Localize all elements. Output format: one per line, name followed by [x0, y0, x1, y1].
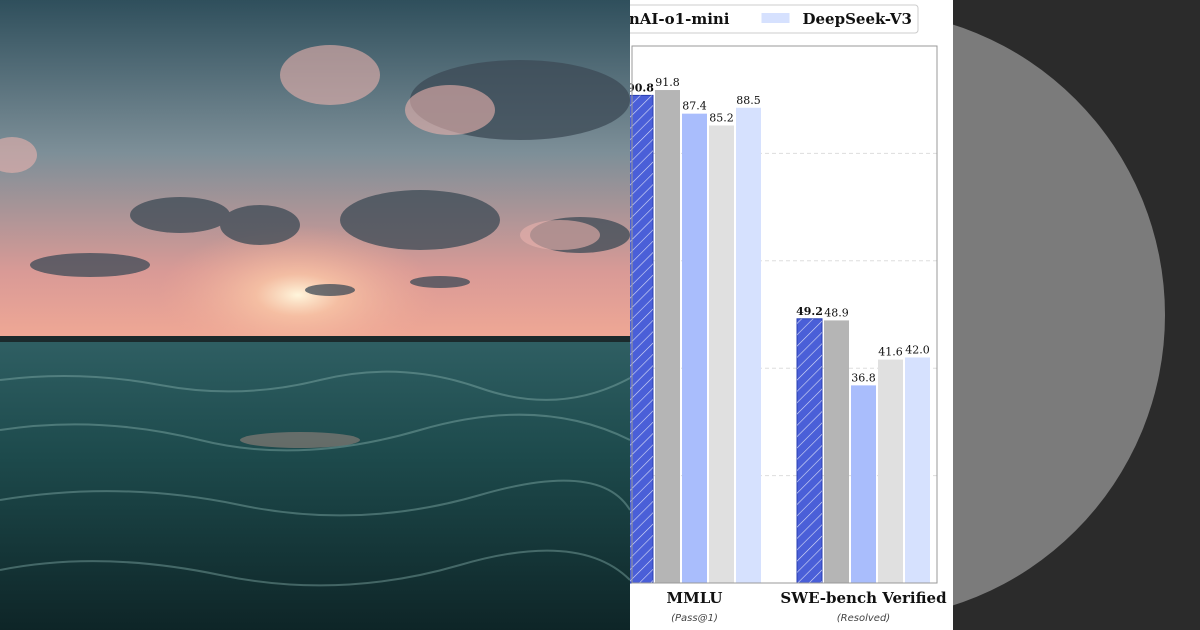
value-label: 91.8 [655, 76, 680, 89]
bar [655, 90, 680, 583]
bar [851, 385, 876, 583]
value-label: 36.8 [851, 371, 876, 384]
bar [824, 320, 849, 583]
bar [682, 113, 707, 584]
bar [709, 125, 734, 583]
x-tick-note: (Resolved) [837, 613, 890, 624]
chart: MMLU (Pass@1) 90.8 91.887.485.288.5 SWE-benc… [596, 4, 947, 624]
value-label: 42.0 [905, 343, 930, 356]
bar-hatch [630, 95, 653, 584]
bar [905, 357, 930, 583]
bar [878, 359, 903, 583]
bar-hatch [797, 318, 822, 583]
value-label: 48.9 [824, 306, 849, 319]
bar [736, 107, 761, 583]
plot-frame [631, 45, 938, 584]
x-tick-label: MMLU [666, 589, 722, 607]
photo [0, 0, 631, 630]
legend-swatch [761, 13, 790, 23]
legend-label: DeepSeek-V3 [803, 10, 913, 28]
x-tick-note: (Pass@1) [671, 613, 718, 624]
value-label: 85.2 [709, 111, 734, 124]
value-label: 87.4 [682, 100, 707, 113]
x-tick-label: SWE-bench Verified [780, 589, 947, 607]
value-label: 88.5 [736, 94, 761, 107]
value-label: 49.2 [796, 305, 823, 318]
value-label: 90.8 [627, 81, 654, 94]
legend-label: OpenAI-o1-mini [596, 10, 730, 28]
value-label: 41.6 [878, 346, 903, 359]
